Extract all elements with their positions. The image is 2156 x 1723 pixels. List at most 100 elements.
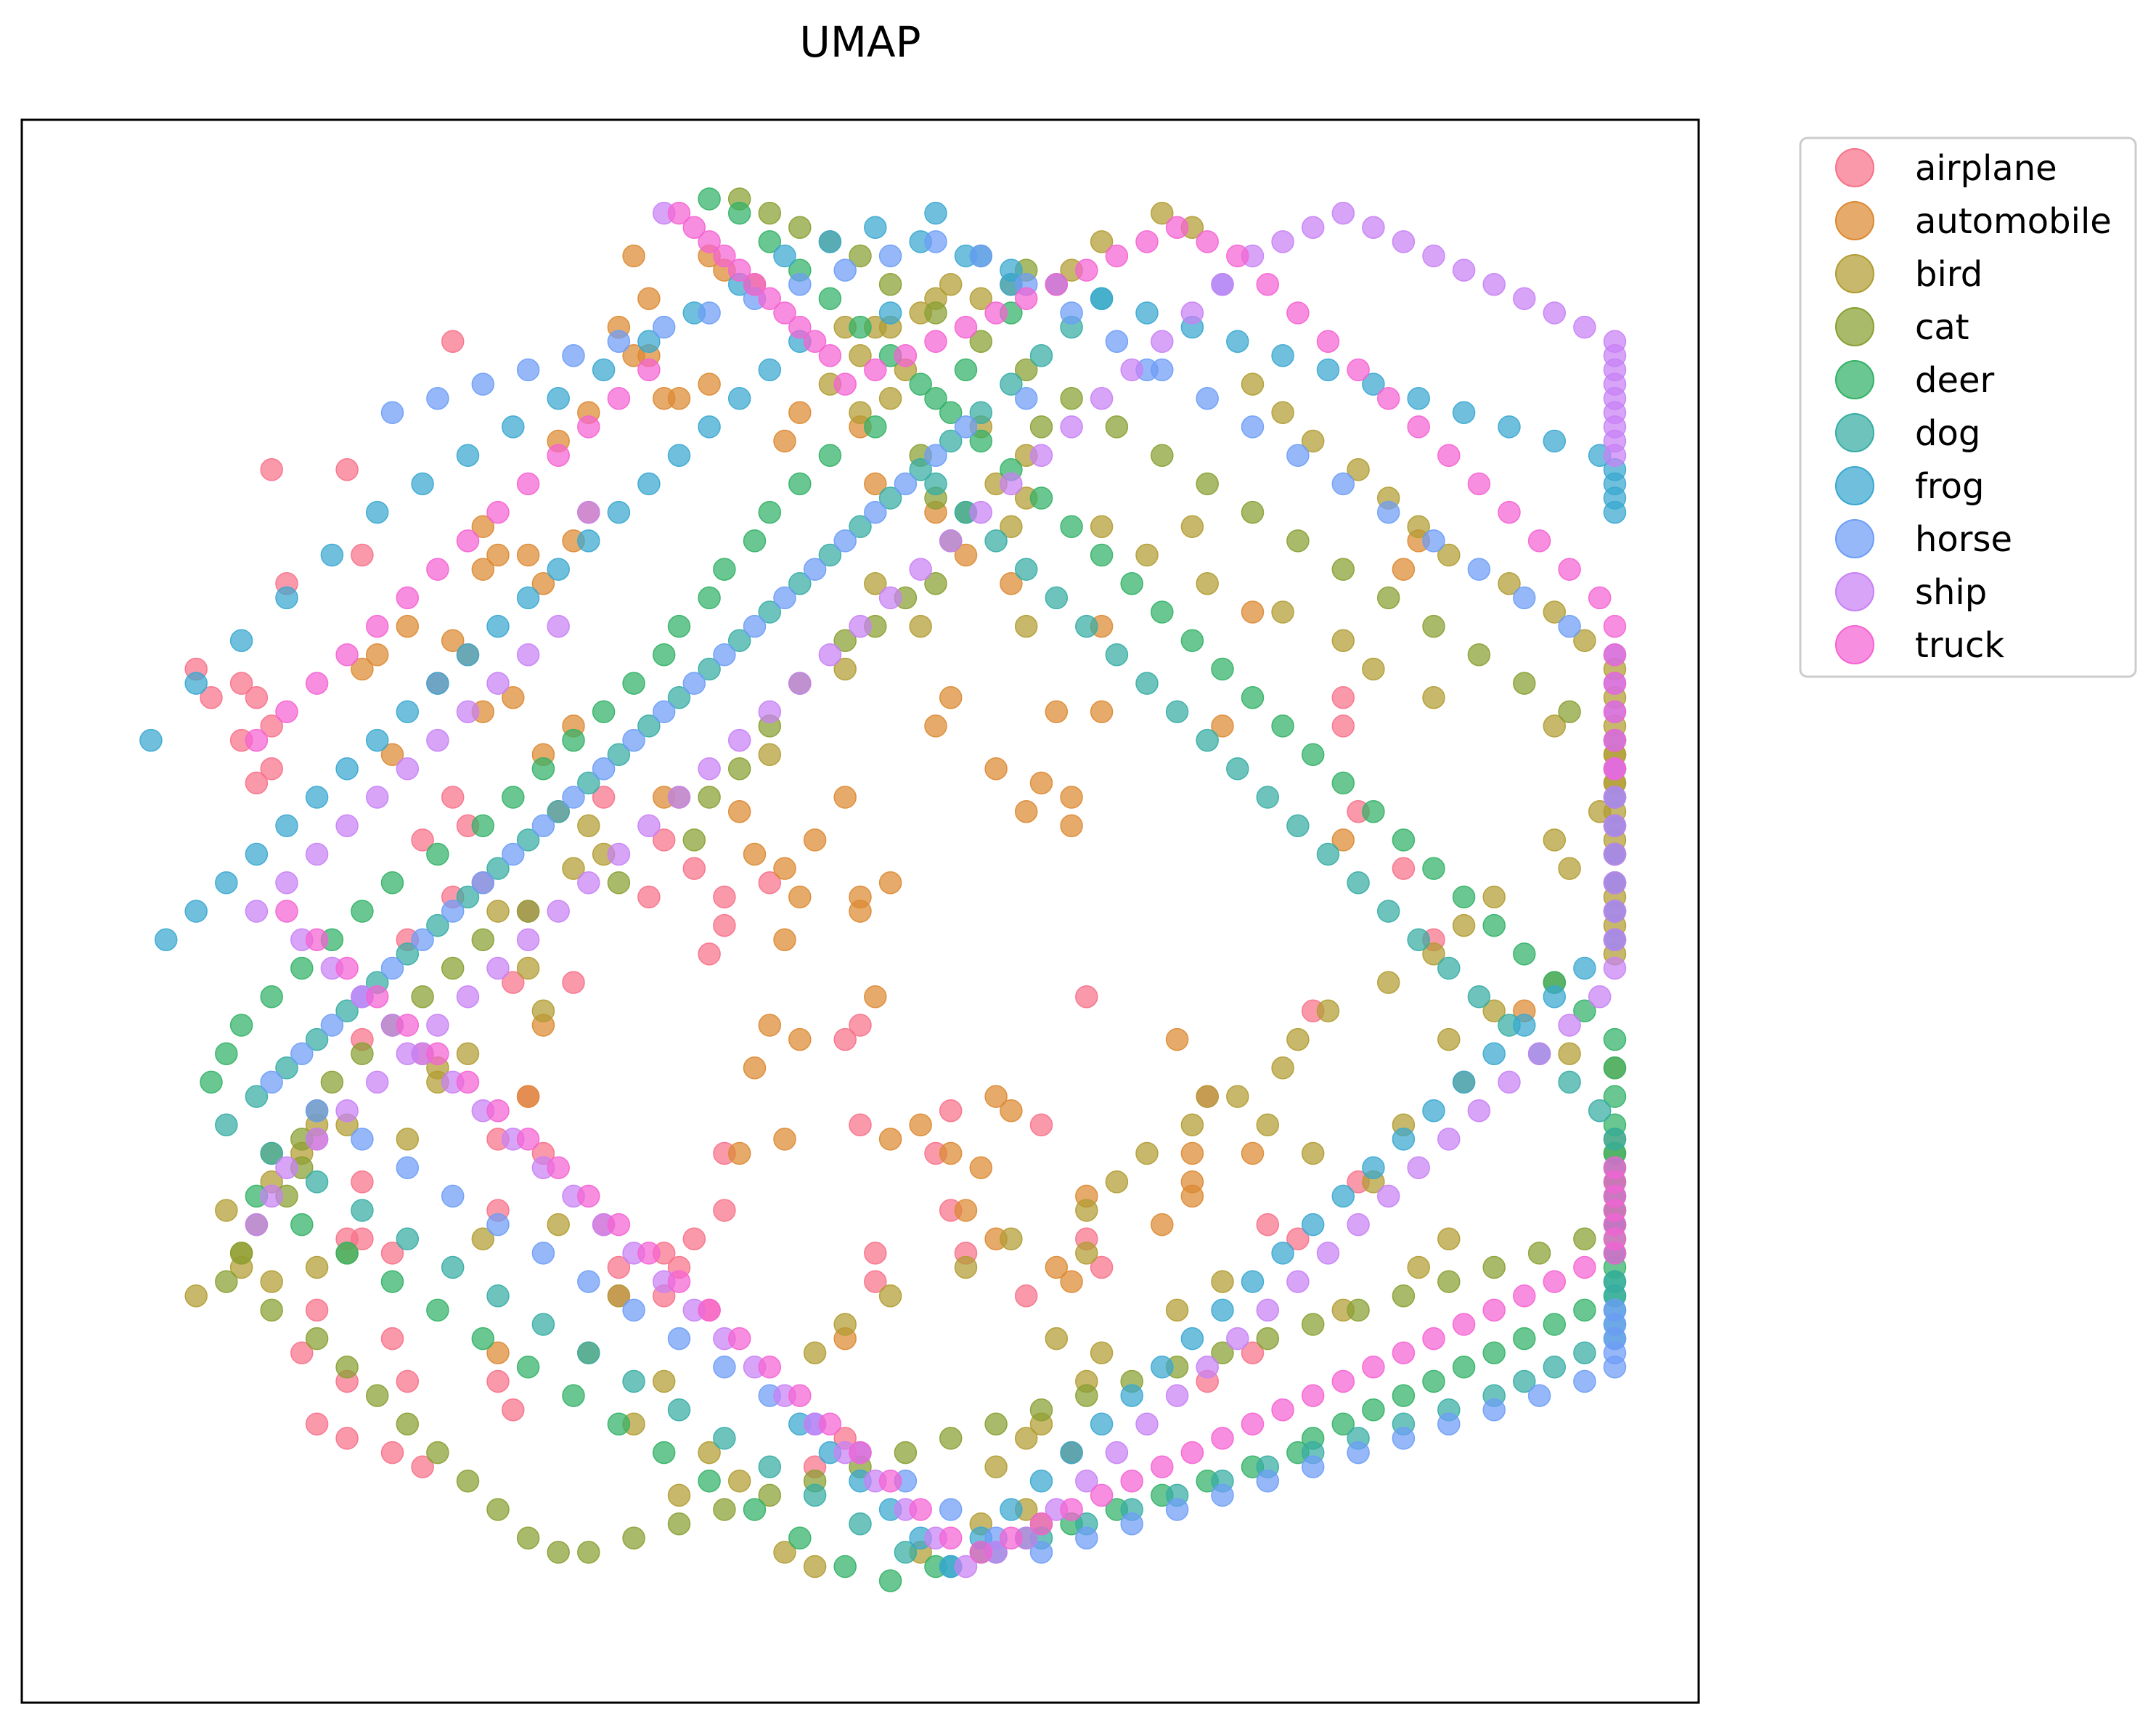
point-cat [1527, 1242, 1551, 1265]
point-deer [1301, 743, 1325, 766]
point-cat [1286, 529, 1310, 553]
point-dog [1165, 700, 1189, 724]
point-dog [1226, 757, 1249, 781]
point-cat [682, 828, 706, 852]
point-frog [1271, 344, 1294, 367]
point-deer [788, 1526, 812, 1550]
point-cat [365, 1384, 389, 1407]
point-horse [380, 401, 404, 425]
point-horse [516, 358, 540, 382]
point-bird [1558, 1042, 1581, 1065]
point-frog [1498, 415, 1521, 439]
point-deer [215, 1042, 238, 1065]
point-ship [727, 728, 751, 752]
chart-title: UMAP [799, 17, 920, 67]
point-truck [1000, 1526, 1023, 1550]
point-automobile [1000, 571, 1023, 595]
point-bird [1000, 515, 1023, 539]
point-ship [1029, 444, 1053, 467]
points-layer [139, 187, 1627, 1592]
point-bird [1588, 799, 1612, 823]
point-cat [1029, 1398, 1053, 1422]
point-truck [818, 344, 842, 367]
point-horse [1301, 1455, 1325, 1478]
point-bird [1180, 515, 1204, 539]
point-truck [818, 1412, 842, 1436]
point-bird [727, 1470, 751, 1493]
point-horse [411, 928, 434, 951]
point-dog [1316, 842, 1340, 866]
point-frog [577, 529, 600, 553]
point-bird [1211, 1270, 1234, 1293]
point-bird [305, 1255, 329, 1279]
point-truck [698, 1298, 721, 1322]
point-deer [849, 315, 872, 339]
point-horse [531, 814, 555, 838]
point-ship [698, 757, 721, 781]
point-airplane [396, 1369, 420, 1393]
point-automobile [516, 543, 540, 567]
point-deer [1513, 942, 1536, 966]
legend-label-horse: horse [1915, 519, 2012, 560]
point-automobile [486, 1341, 510, 1364]
point-frog [1029, 1470, 1053, 1493]
point-automobile [1165, 1027, 1189, 1051]
point-horse [1165, 1498, 1189, 1521]
point-bird [909, 614, 932, 638]
point-cat [758, 1483, 782, 1507]
point-deer [743, 529, 767, 553]
point-horse [743, 614, 767, 638]
point-ship [607, 842, 631, 866]
point-ship [667, 786, 691, 809]
point-cat [667, 1512, 691, 1536]
point-horse [305, 1099, 329, 1123]
point-frog [1120, 1384, 1143, 1407]
point-truck [275, 900, 298, 923]
point-ship [1105, 1441, 1129, 1465]
point-airplane [592, 786, 616, 809]
point-deer [426, 842, 449, 866]
point-dog [1000, 372, 1023, 396]
point-cat [1331, 558, 1355, 581]
point-frog [592, 358, 616, 382]
point-bird [184, 1284, 208, 1308]
point-cat [396, 1412, 420, 1436]
point-deer [1241, 685, 1265, 709]
point-frog [275, 814, 298, 838]
point-automobile [773, 429, 796, 453]
legend-marker-airplane [1835, 148, 1874, 187]
point-horse [351, 1128, 374, 1151]
point-bird [516, 956, 540, 980]
point-ship [1392, 230, 1416, 253]
point-bird [1241, 372, 1265, 396]
point-dog [969, 401, 993, 425]
point-deer [1422, 1369, 1445, 1393]
point-ship [1060, 415, 1083, 439]
point-truck [833, 372, 857, 396]
point-deer [1452, 885, 1476, 909]
point-airplane [849, 1113, 872, 1137]
point-frog [1000, 258, 1023, 282]
point-ship [1558, 1014, 1581, 1037]
point-horse [1376, 500, 1400, 524]
point-truck [396, 1014, 420, 1037]
point-dog [1513, 1369, 1536, 1393]
point-airplane [260, 714, 283, 738]
point-dog [486, 1284, 510, 1308]
point-ship [1603, 842, 1627, 866]
point-ship [275, 1156, 298, 1179]
point-automobile [743, 842, 767, 866]
point-frog [1090, 1412, 1114, 1436]
legend-label-dog: dog [1915, 413, 1980, 454]
point-automobile [698, 372, 721, 396]
point-horse [1347, 1441, 1370, 1465]
point-horse [1120, 1512, 1143, 1536]
point-automobile [1090, 700, 1114, 724]
point-cat [622, 1526, 645, 1550]
point-dog [758, 1455, 782, 1478]
point-ship [1407, 1156, 1430, 1179]
legend-marker-ship [1835, 572, 1874, 611]
point-ship [516, 928, 540, 951]
point-horse [939, 1498, 963, 1521]
point-horse [698, 301, 721, 325]
